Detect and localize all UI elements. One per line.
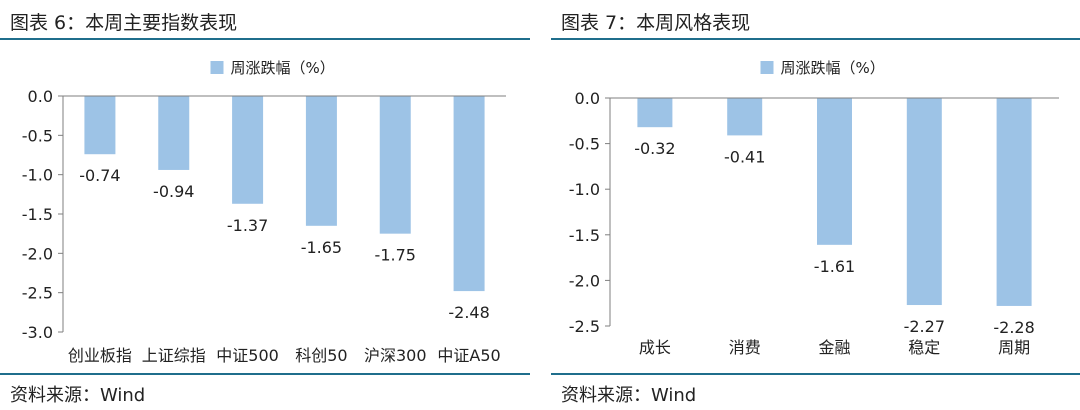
x-category-label: 金融	[818, 338, 850, 357]
chart-title: 图表 7：本周风格表现	[561, 12, 751, 34]
legend-label: 周涨跌幅（%）	[781, 59, 885, 77]
source-rule	[0, 373, 530, 375]
y-tick-label: -0.5	[569, 135, 600, 154]
y-tick-label: -3.0	[22, 323, 53, 342]
data-label: -0.32	[634, 139, 675, 158]
x-category-label: 成长	[639, 338, 671, 357]
x-category-label: 沪深300	[364, 346, 427, 365]
bar	[84, 96, 116, 155]
y-tick-label: -1.5	[22, 205, 53, 224]
title-rule	[0, 38, 530, 40]
x-category-label: 消费	[729, 338, 761, 357]
bar	[379, 96, 411, 234]
x-category-label: 中证500	[216, 346, 279, 365]
bar	[817, 98, 852, 245]
data-label: -2.48	[448, 303, 489, 322]
data-label: -0.41	[724, 147, 765, 166]
x-category-label: 科创50	[295, 346, 347, 365]
bar	[996, 98, 1032, 306]
y-tick-label: -2.5	[569, 317, 600, 336]
data-label: -1.61	[814, 257, 855, 276]
bar	[305, 96, 337, 226]
bar	[232, 96, 264, 204]
data-label: -2.28	[993, 318, 1034, 337]
data-label: -0.74	[79, 166, 120, 185]
y-tick-label: -1.0	[569, 180, 600, 199]
x-category-label: 稳定	[908, 338, 940, 357]
y-tick-label: -0.5	[22, 126, 53, 145]
y-tick-label: -2.5	[22, 284, 53, 303]
bar	[906, 98, 942, 306]
x-category-label: 中证A50	[437, 346, 500, 365]
chart-panel-style: 图表 7：本周风格表现 周涨跌幅（%） 0.0 -0.5 -1.0 -1.5 -2.0 -2…	[551, 0, 1080, 410]
bar	[453, 96, 485, 292]
y-tick-label: -2.0	[22, 244, 53, 263]
source-rule	[551, 373, 1080, 375]
bar	[158, 96, 190, 170]
data-label: -1.37	[227, 216, 268, 235]
title-rule	[551, 38, 1080, 40]
legend-swatch	[760, 61, 774, 74]
bar	[727, 98, 763, 136]
source-note: 资料来源：Wind	[561, 385, 697, 406]
data-label: -0.94	[153, 182, 194, 201]
x-category-label: 上证综指	[142, 346, 206, 365]
y-tick-label: -1.5	[569, 226, 600, 245]
data-label: -1.75	[375, 246, 416, 265]
y-tick-label: 0.0	[28, 87, 53, 106]
y-tick-label: -1.0	[22, 166, 53, 185]
bar-chart-index: 周涨跌幅（%） 0.0 -0.5 -1.0 -1.5 -2.0 -2.5 -3.0 -0.74 -…	[22, 59, 506, 365]
chart-title: 图表 6：本周主要指数表现	[10, 12, 238, 34]
legend-swatch	[210, 61, 224, 74]
bar	[637, 98, 673, 128]
y-tick-label: 0.0	[575, 89, 600, 108]
source-note: 资料来源：Wind	[10, 385, 146, 406]
bar-chart-style: 周涨跌幅（%） 0.0 -0.5 -1.0 -1.5 -2.0 -2.5 -0.32 -0.41…	[569, 59, 1059, 357]
legend-label: 周涨跌幅（%）	[231, 59, 335, 77]
x-category-label: 周期	[998, 338, 1030, 357]
y-tick-label: -2.0	[569, 271, 600, 290]
chart-panel-index: 图表 6：本周主要指数表现 周涨跌幅（%） 0.0 -0.5 -1.0 -1.5 -2.0…	[0, 0, 530, 410]
data-label: -1.65	[301, 238, 342, 257]
x-category-label: 创业板指	[68, 346, 132, 365]
data-label: -2.27	[904, 317, 945, 336]
